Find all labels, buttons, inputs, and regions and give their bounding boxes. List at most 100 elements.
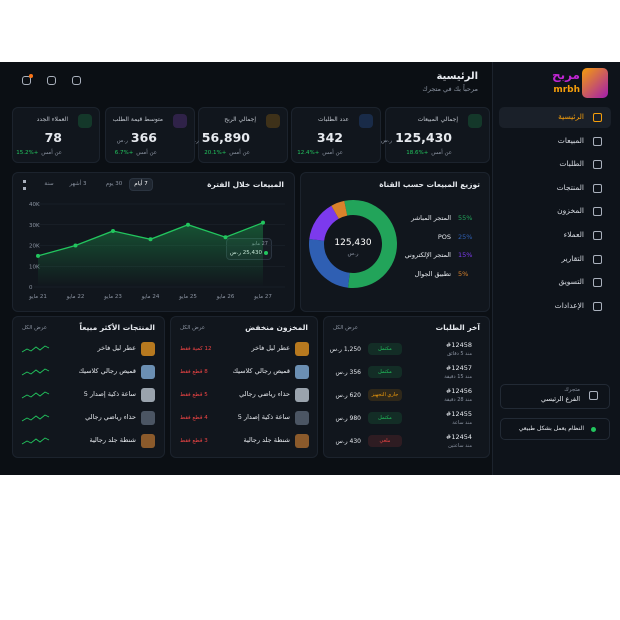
menu-item[interactable]: التقارير: [561, 253, 584, 263]
kpi-label: متوسط قيمة الطلب: [112, 116, 163, 123]
stock-qty: 4 قطع فقط: [180, 415, 208, 421]
kpi-change: +12.4%: [297, 150, 320, 156]
kpi-value: 125,430: [395, 130, 452, 145]
branch-name: الفرع الرئيسي: [541, 395, 580, 403]
kpi-note: عن أمس: [41, 150, 62, 156]
kpi-change-row: عن أمس +18.6%: [406, 150, 452, 157]
order-id: #12455: [445, 410, 472, 418]
menu-item[interactable]: الإعدادات: [554, 300, 584, 310]
filter-label[interactable]: 30 يوم: [105, 181, 123, 187]
product-thumb: [141, 388, 155, 402]
product-thumb: [295, 434, 309, 448]
menu-icon: [593, 136, 602, 146]
kpi-icon: [359, 114, 373, 128]
logo-en: mrbh: [553, 85, 580, 95]
logo-ar: مربح: [551, 68, 580, 82]
filter-label[interactable]: 3 أشهر: [69, 181, 87, 187]
legend-label: المتجر الإلكتروني: [404, 251, 451, 259]
kpi-icon: [173, 114, 187, 128]
kpi-label: إجمالي الربح: [224, 116, 256, 123]
header-icon[interactable]: [22, 76, 31, 85]
kpi-value: 342: [316, 130, 343, 145]
menu-icon: [593, 254, 602, 264]
view-all[interactable]: عرض الكل: [333, 325, 359, 331]
chart-menu[interactable]: [23, 180, 26, 190]
chart-title: المبيعات خلال الفترة: [207, 180, 284, 189]
kpi-unit: ر.س: [380, 138, 393, 144]
order-amount: 980 ر.س: [335, 415, 362, 422]
kpi-change: +18.6%: [406, 150, 429, 156]
legend-label: المتجر المباشر: [411, 214, 451, 222]
menu-item[interactable]: الرئيسية: [558, 112, 584, 121]
kpi-change-row: عن أمس +12.4%: [297, 150, 343, 157]
card-title: المنتجات الأكثر مبيعاً: [79, 323, 155, 332]
status-box: [500, 418, 610, 440]
chart-title: توزيع المبيعات حسب القناة: [379, 180, 480, 189]
kpi-value-row: 56,890ر.س: [188, 130, 250, 145]
page-title: الرئيسية: [436, 71, 478, 82]
product-thumb: [295, 342, 309, 356]
order-status: مكتمل: [378, 346, 392, 352]
kpi-change: +15.2%: [16, 150, 39, 156]
menu-item[interactable]: المخزون: [557, 206, 584, 216]
sidebar: [492, 62, 620, 475]
kpi-icon: [78, 114, 92, 128]
product-thumb: [295, 388, 309, 402]
product-name: حذاء رياضي رجالي: [85, 413, 136, 421]
top_products-card: [12, 316, 165, 458]
channel-card: [300, 172, 490, 312]
branch-box[interactable]: [500, 384, 610, 409]
stock-qty: 3 قطع فقط: [180, 438, 208, 444]
legend-label: تطبيق الجوال: [414, 269, 451, 278]
product-name: ساعة ذكية إصدار 5: [83, 390, 136, 398]
kpi-change-row: عن أمس +6.7%: [115, 150, 157, 157]
kpi-note: عن أمس: [431, 150, 452, 156]
order-status: مكتمل: [378, 369, 392, 375]
filter-btn[interactable]: [129, 178, 153, 191]
status-pill: [368, 343, 402, 355]
product-thumb: [141, 365, 155, 379]
kpi-change-row: عن أمس +20.1%: [204, 150, 250, 157]
menu-item[interactable]: التسويق: [558, 277, 584, 287]
order-time: منذ ساعتين: [448, 443, 472, 449]
notify-dot: [29, 74, 33, 78]
status-pill: [368, 412, 402, 424]
order-time: منذ 28 دقيقة: [444, 397, 472, 403]
tooltip-value: 25,430 ر.س: [229, 250, 262, 256]
order-amount: 1,250 ر.س: [329, 346, 361, 353]
filter-label[interactable]: 7 أيام: [134, 181, 148, 187]
kpi-change: +20.1%: [204, 150, 227, 156]
status-pill: [368, 389, 402, 401]
menu-item[interactable]: المنتجات: [556, 182, 584, 192]
branch-label: متجرك: [564, 387, 580, 393]
low_stock-card: [170, 316, 318, 458]
menu-item[interactable]: المبيعات: [557, 135, 584, 145]
kpi-change-row: عن أمس +15.2%: [16, 150, 62, 157]
product-thumb: [141, 342, 155, 356]
kpi-value: 56,890: [201, 130, 250, 145]
page-subtitle: مرحباً بك في متجرك: [422, 85, 478, 93]
header-icon[interactable]: [47, 76, 56, 85]
order-id: #12454: [445, 433, 472, 441]
menu-icon: [593, 113, 602, 122]
menu-item[interactable]: العملاء: [563, 230, 584, 239]
order-id: #12458: [445, 341, 472, 349]
view-all[interactable]: عرض الكل: [180, 325, 206, 331]
legend-value: 55%: [458, 214, 473, 222]
menu-item[interactable]: الطلبات: [559, 159, 584, 169]
menu-icon: [593, 207, 602, 217]
stock-qty: 5 قطع فقط: [180, 392, 208, 398]
kpi-note: عن أمس: [229, 150, 250, 156]
status-pill: [368, 366, 402, 378]
filter-label[interactable]: سنة: [44, 181, 54, 187]
product-name: قميص رجالي كلاسيك: [232, 367, 290, 375]
view-all[interactable]: عرض الكل: [22, 325, 48, 331]
header-icon[interactable]: [72, 76, 81, 85]
menu-icon: [593, 160, 602, 170]
product-name: عطر ليل فاخر: [97, 344, 137, 352]
kpi-unit: ر.س: [116, 138, 128, 144]
product-thumb: [295, 411, 309, 425]
latest_orders-card: [323, 316, 490, 458]
menu-icon: [593, 231, 602, 240]
menu-icon: [593, 301, 602, 311]
